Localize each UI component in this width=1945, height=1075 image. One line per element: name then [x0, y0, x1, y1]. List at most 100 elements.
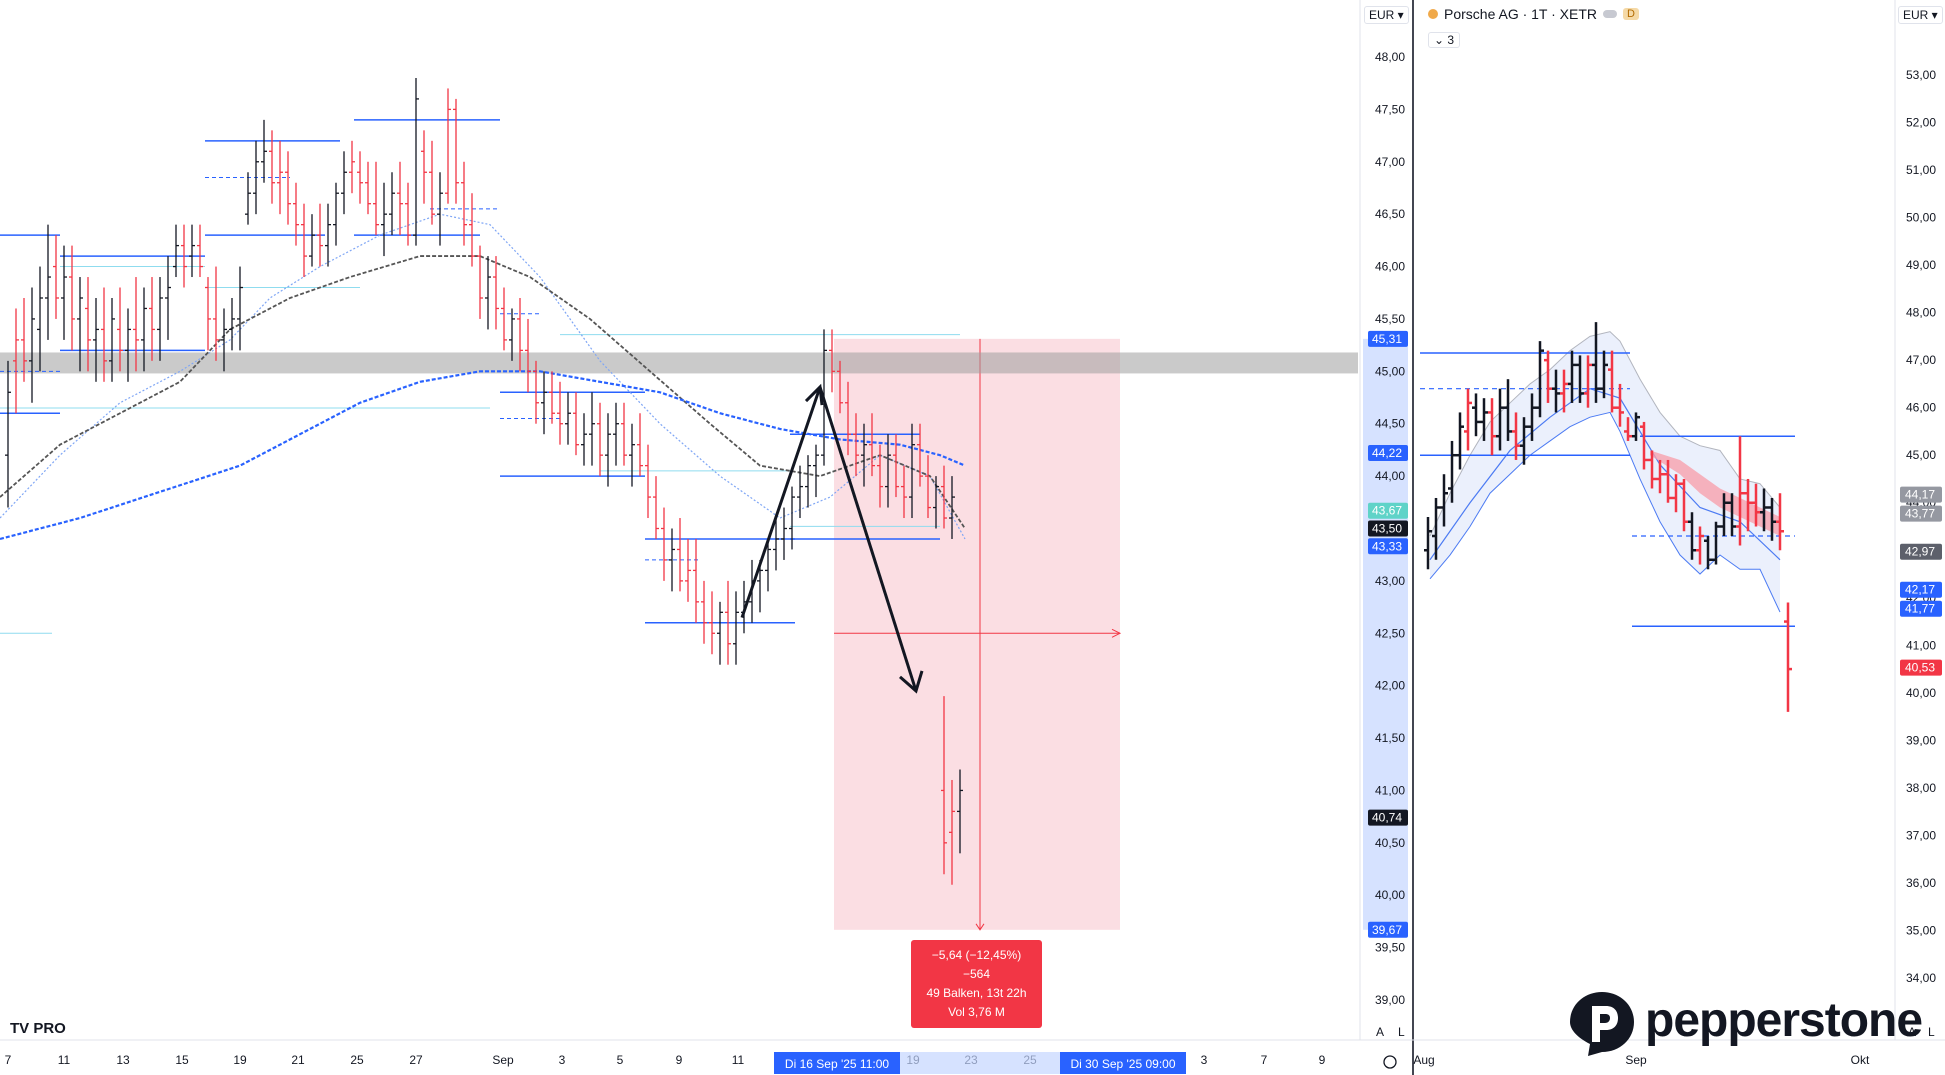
right-price-label-box — [1900, 659, 1942, 676]
left-x-tick-label: 9 — [676, 1053, 683, 1067]
left-price-label-box — [1368, 809, 1408, 826]
left-price-label: 45,31 — [1372, 332, 1402, 346]
indicator-collapse-button[interactable]: ⌄ 3 — [1428, 32, 1461, 48]
right-y-tick-label: 46,00 — [1906, 401, 1936, 415]
left-x-tick-label: 7 — [5, 1053, 12, 1067]
left-y-tick-label: 40,50 — [1375, 836, 1405, 850]
right-y-tick-label: 49,00 — [1906, 258, 1936, 272]
left-x-tick-label: Sep — [492, 1053, 514, 1067]
left-price-label: 44,22 — [1372, 446, 1402, 460]
symbol-title: Porsche AG · 1T · XETR — [1444, 6, 1598, 22]
right-y-tick-label: 48,00 — [1906, 306, 1936, 320]
x-range-end-box — [1060, 1052, 1186, 1074]
left-x-tick-label: 25 — [350, 1053, 364, 1067]
left-y-tick-label: 41,00 — [1375, 783, 1405, 797]
left-y-tick-label: 41,50 — [1375, 731, 1405, 745]
left-x-tick-label: 5 — [617, 1053, 624, 1067]
right-upper-band — [1429, 331, 1781, 537]
right-price-label-box — [1900, 486, 1942, 503]
right-price-label-box — [1900, 600, 1942, 617]
left-y-tick-label: 46,00 — [1375, 260, 1405, 274]
resistance-zone — [0, 352, 1358, 374]
pepperstone-logo-icon — [1568, 990, 1636, 1058]
left-x-tick-label: 3 — [559, 1053, 566, 1067]
short-position-zone — [834, 338, 1120, 930]
axis-range-highlight — [1363, 338, 1408, 930]
left-price-label-box — [1368, 502, 1408, 519]
right-price-label: 44,17 — [1905, 488, 1935, 502]
x-range-highlight — [900, 1052, 1060, 1074]
left-price-label-box — [1368, 921, 1408, 938]
left-price-label: 43,33 — [1372, 539, 1402, 553]
right-price-label-box — [1900, 543, 1942, 560]
right-y-tick-label: 35,00 — [1906, 923, 1936, 937]
visibility-icon[interactable] — [1603, 10, 1618, 18]
left-x-tick-label: 11 — [732, 1053, 745, 1067]
left-x-tick-label: 27 — [409, 1053, 423, 1067]
right-price-label: 40,53 — [1905, 661, 1935, 675]
left-y-tick-label: 47,50 — [1375, 102, 1405, 116]
left-x-tick-label: 7 — [1261, 1053, 1268, 1067]
left-y-tick-label: 48,00 — [1375, 50, 1405, 64]
right-y-tick-label: 47,00 — [1906, 353, 1936, 367]
left-x-tick-label: 19 — [233, 1053, 247, 1067]
tradingview-logo: TV PRO — [10, 1020, 66, 1037]
right-price-label: 41,77 — [1905, 602, 1935, 616]
left-y-tick-label: 39,00 — [1375, 993, 1405, 1007]
right-price-label: 42,97 — [1905, 545, 1935, 559]
left-x-tick-label: 13 — [116, 1053, 130, 1067]
left-y-tick-label: 44,50 — [1375, 417, 1405, 431]
right-price-label: 42,17 — [1905, 583, 1935, 597]
right-auto-button: A — [1908, 1025, 1916, 1039]
measure-arrow-down — [975, 923, 985, 931]
right-y-tick-label: 38,00 — [1906, 781, 1936, 795]
left-x-tick-label: 11 — [58, 1053, 71, 1067]
right-y-tick-label: 40,00 — [1906, 686, 1936, 700]
symbol-legend[interactable]: Porsche AG · 1T · XETR D — [1428, 6, 1639, 22]
ma-fast-line — [0, 213, 966, 540]
left-y-tick-label: 45,00 — [1375, 364, 1405, 378]
left-y-tick-label: 42,50 — [1375, 626, 1405, 640]
measure-arrow-right — [1111, 628, 1122, 638]
right-y-tick-label: 50,00 — [1906, 211, 1936, 225]
left-y-tick-label: 46,50 — [1375, 207, 1405, 221]
left-panel — [0, 0, 1413, 1075]
left-price-label: 39,67 — [1372, 923, 1402, 937]
left-y-tick-label: 42,00 — [1375, 679, 1405, 693]
down-arrow-head — [899, 670, 924, 694]
left-price-label-box — [1368, 330, 1408, 347]
down-arrow-line — [818, 386, 918, 692]
right-x-tick-label: Aug — [1413, 1053, 1434, 1067]
right-y-tick-label: 51,00 — [1906, 163, 1936, 177]
right-y-tick-label: 36,00 — [1906, 876, 1936, 890]
x-range-start-label: Di 16 Sep '25 11:00 — [785, 1057, 889, 1071]
left-price-label: 43,50 — [1372, 522, 1402, 536]
ma-slow-line — [0, 370, 966, 541]
left-y-tick-label: 45,50 — [1375, 312, 1405, 326]
left-currency-button[interactable]: EUR ▾ — [1364, 6, 1409, 24]
left-price-label-box — [1368, 445, 1408, 462]
right-lower-band — [1429, 411, 1781, 613]
left-y-tick-label: 39,50 — [1375, 941, 1405, 955]
left-price-label: 40,74 — [1372, 811, 1402, 825]
ma-mid-line — [0, 255, 966, 529]
right-currency-button[interactable]: EUR ▾ — [1898, 6, 1943, 24]
right-price-label-box — [1900, 581, 1942, 598]
measurement-volume: Vol 3,76 M — [948, 1005, 1005, 1019]
right-y-tick-label: 37,00 — [1906, 828, 1936, 842]
measurement-change: −5,64 (−12,45%) −564 — [931, 948, 1022, 981]
left-price-label: 43,67 — [1372, 504, 1402, 518]
measurement-bars: 49 Balken, 13t 22h — [926, 986, 1027, 1000]
measurement-tooltip: −5,64 (−12,45%) −564 49 Balken, 13t 22h … — [911, 940, 1042, 1028]
x-range-end-label: Di 30 Sep '25 09:00 — [1070, 1057, 1175, 1071]
porsche-logo-icon — [1428, 9, 1438, 19]
right-log-button: L — [1928, 1025, 1935, 1039]
left-y-tick-label: 44,00 — [1375, 469, 1405, 483]
right-price-label-box — [1900, 505, 1942, 522]
right-y-tick-label: 39,00 — [1906, 733, 1936, 747]
left-log-button: L — [1398, 1025, 1405, 1039]
right-price-label: 43,77 — [1905, 507, 1935, 521]
up-arrow-line — [740, 386, 822, 619]
